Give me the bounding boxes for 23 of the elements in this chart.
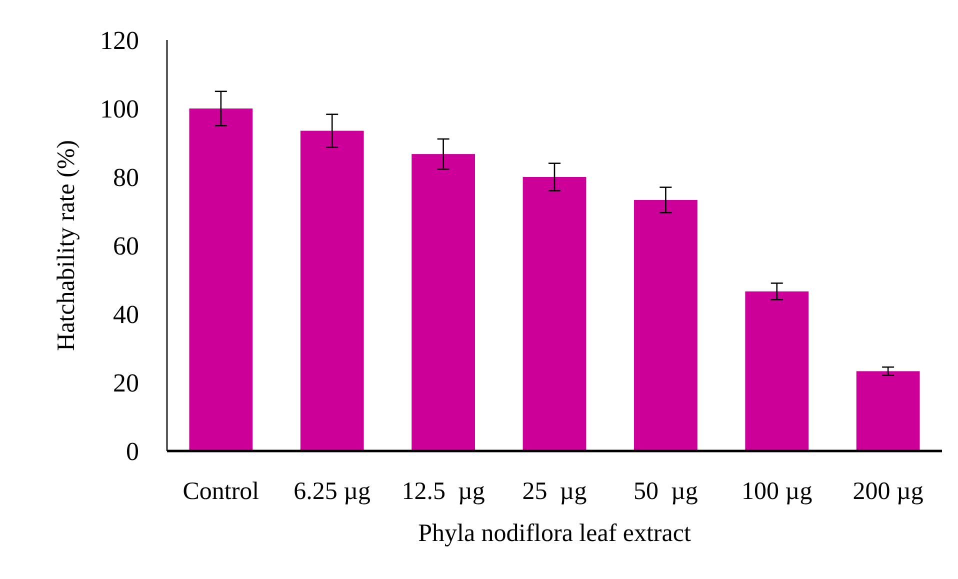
y-tick-label: 60 <box>113 232 139 261</box>
bar <box>522 177 586 451</box>
x-tick-label: 6.25 µg <box>294 478 372 505</box>
bar <box>189 108 253 451</box>
y-tick-label: 20 <box>113 368 139 398</box>
x-tick-label: 100 µg <box>742 478 813 505</box>
y-axis-title: Hatchability rate (%) <box>53 140 80 352</box>
x-tick-label: 200 µg <box>852 478 924 505</box>
y-tick-label: 40 <box>113 300 139 330</box>
y-tick-label: 80 <box>113 163 139 192</box>
bar <box>412 154 475 451</box>
y-tick-label: 100 <box>100 94 139 124</box>
bar <box>856 371 920 451</box>
x-tick-label: 25 µg <box>522 478 588 505</box>
bar <box>300 130 364 451</box>
bar <box>634 200 698 451</box>
y-tick-label: 120 <box>100 26 139 56</box>
x-tick-label: 50 µg <box>633 478 698 505</box>
x-tick-label: 12.5 µg <box>402 478 486 505</box>
y-tick-label: 0 <box>126 437 139 466</box>
bar <box>745 291 809 451</box>
x-axis-title: Phyla nodiflora leaf extract <box>418 520 691 547</box>
x-tick-label: Control <box>182 478 260 505</box>
